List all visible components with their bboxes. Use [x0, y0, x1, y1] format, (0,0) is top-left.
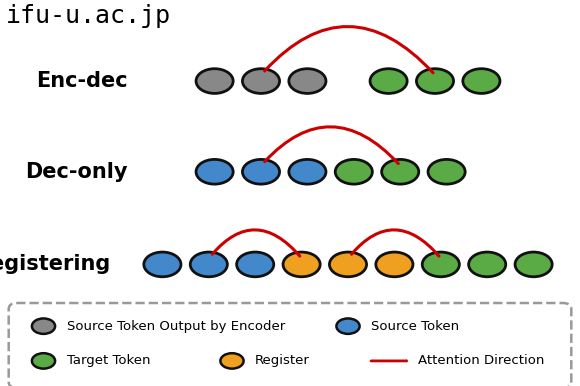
Text: Enc-dec: Enc-dec — [36, 71, 128, 91]
Circle shape — [335, 159, 372, 184]
Circle shape — [463, 69, 500, 93]
Circle shape — [428, 159, 465, 184]
Circle shape — [376, 252, 413, 277]
Text: Registering: Registering — [0, 254, 110, 274]
Circle shape — [370, 69, 407, 93]
Circle shape — [515, 252, 552, 277]
Circle shape — [242, 159, 280, 184]
Text: Source Token Output by Encoder: Source Token Output by Encoder — [67, 320, 285, 333]
Circle shape — [422, 252, 459, 277]
Circle shape — [190, 252, 227, 277]
Circle shape — [289, 159, 326, 184]
Circle shape — [242, 69, 280, 93]
Circle shape — [196, 159, 233, 184]
Circle shape — [382, 159, 419, 184]
Circle shape — [32, 318, 55, 334]
FancyArrowPatch shape — [264, 27, 433, 73]
Circle shape — [469, 252, 506, 277]
FancyArrowPatch shape — [264, 127, 398, 164]
Circle shape — [336, 318, 360, 334]
FancyArrowPatch shape — [212, 230, 300, 256]
Text: ifu-u.ac.jp: ifu-u.ac.jp — [6, 4, 171, 28]
Circle shape — [32, 353, 55, 369]
FancyBboxPatch shape — [9, 303, 571, 386]
FancyArrowPatch shape — [351, 230, 439, 256]
Circle shape — [220, 353, 244, 369]
Circle shape — [329, 252, 367, 277]
Circle shape — [237, 252, 274, 277]
Circle shape — [196, 69, 233, 93]
Text: Register: Register — [255, 354, 310, 367]
Circle shape — [416, 69, 454, 93]
Text: Attention Direction: Attention Direction — [418, 354, 544, 367]
Text: Source Token: Source Token — [371, 320, 459, 333]
Text: Dec-only: Dec-only — [25, 162, 128, 182]
Circle shape — [289, 69, 326, 93]
Circle shape — [144, 252, 181, 277]
Text: Target Token: Target Token — [67, 354, 150, 367]
Circle shape — [283, 252, 320, 277]
